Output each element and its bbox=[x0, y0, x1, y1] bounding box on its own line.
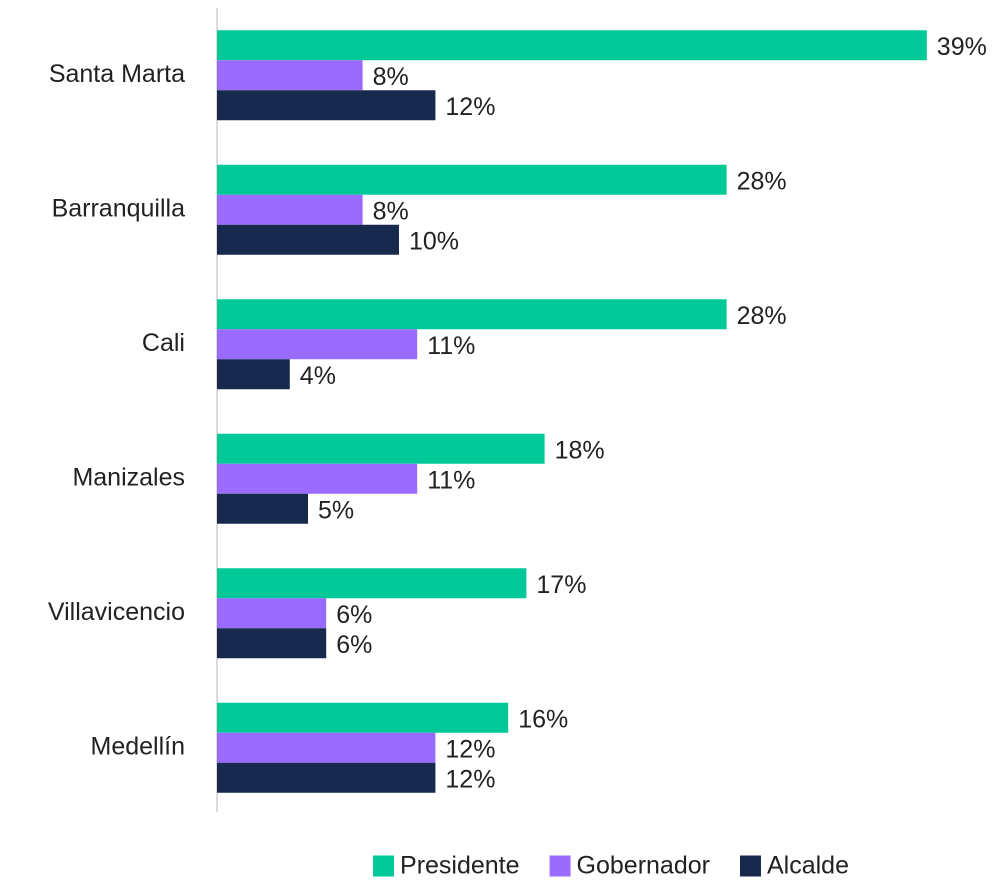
bar bbox=[217, 30, 927, 61]
y-tick-label: Medellín bbox=[91, 732, 186, 760]
data-label: 18% bbox=[555, 436, 605, 464]
data-label: 17% bbox=[536, 571, 586, 599]
legend-swatch bbox=[739, 855, 761, 877]
y-tick-label: Barranquilla bbox=[52, 194, 186, 222]
data-label: 12% bbox=[445, 93, 495, 121]
bar bbox=[217, 732, 436, 763]
y-tick-label: Villavicencio bbox=[48, 598, 185, 626]
data-label: 10% bbox=[409, 227, 459, 255]
bar bbox=[217, 60, 363, 91]
legend-label: Presidente bbox=[400, 852, 520, 880]
bar bbox=[217, 628, 327, 659]
legend-swatch bbox=[373, 855, 395, 877]
data-label: 4% bbox=[300, 362, 336, 390]
data-label: 28% bbox=[737, 302, 787, 330]
data-label: 6% bbox=[336, 601, 372, 629]
data-label: 8% bbox=[373, 197, 409, 225]
data-label: 12% bbox=[445, 765, 495, 793]
y-tick-label: Santa Marta bbox=[49, 60, 185, 88]
legend-item: Presidente bbox=[373, 852, 520, 880]
bar bbox=[217, 598, 327, 629]
bar bbox=[217, 762, 436, 793]
data-label: 11% bbox=[427, 466, 475, 494]
data-label: 11% bbox=[427, 332, 475, 360]
bar bbox=[217, 493, 308, 524]
legend-label: Gobernador bbox=[577, 852, 710, 880]
data-label: 28% bbox=[737, 167, 787, 195]
data-label: 5% bbox=[318, 496, 354, 524]
bar bbox=[217, 164, 727, 195]
y-tick-label: Manizales bbox=[72, 463, 185, 491]
data-label: 16% bbox=[518, 705, 568, 733]
bar bbox=[217, 194, 363, 225]
bar bbox=[217, 702, 509, 733]
bar bbox=[217, 463, 418, 494]
y-tick-label: Cali bbox=[142, 329, 185, 357]
legend-item: Alcalde bbox=[739, 852, 849, 880]
bar bbox=[217, 224, 399, 255]
bar bbox=[217, 329, 418, 360]
bar bbox=[217, 433, 545, 464]
bar bbox=[217, 359, 290, 390]
bar bbox=[217, 568, 527, 599]
legend-item: Gobernador bbox=[549, 852, 710, 880]
bar bbox=[217, 90, 436, 121]
legend-label: Alcalde bbox=[767, 852, 849, 880]
data-label: 12% bbox=[445, 735, 495, 763]
data-label: 39% bbox=[937, 33, 987, 61]
data-label: 8% bbox=[373, 63, 409, 91]
data-label: 6% bbox=[336, 631, 372, 659]
bar bbox=[217, 299, 727, 330]
legend-swatch bbox=[549, 855, 571, 877]
